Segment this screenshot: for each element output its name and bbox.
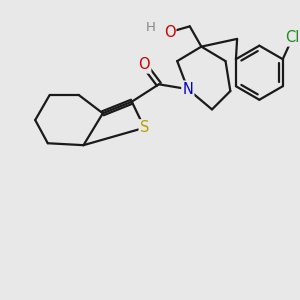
Text: S: S bbox=[140, 120, 149, 135]
Text: O: O bbox=[164, 25, 175, 40]
Text: O: O bbox=[139, 58, 150, 73]
Text: N: N bbox=[182, 82, 193, 97]
Text: Cl: Cl bbox=[285, 30, 300, 45]
Text: H: H bbox=[146, 21, 156, 34]
